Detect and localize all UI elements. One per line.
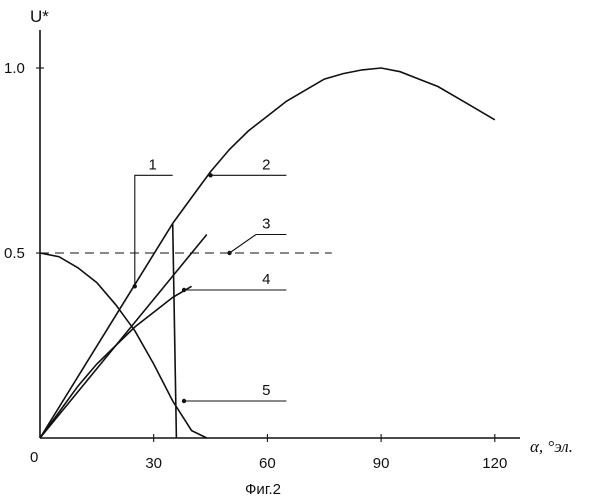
series-line-3 [39, 285, 193, 439]
callout-label: 3 [262, 216, 270, 233]
series-line-4 [39, 233, 208, 439]
callout-dot [132, 284, 137, 289]
x-tick-label: 120 [482, 455, 507, 472]
series-line-5 [39, 252, 208, 439]
x-tick-label: 30 [145, 455, 162, 472]
x-tick-label: 90 [373, 455, 390, 472]
series-line-2 [172, 67, 496, 224]
y-tick-label: 1.0 [4, 60, 25, 77]
y-tick-label: 0.5 [4, 245, 25, 262]
callout-dot [181, 287, 187, 293]
callout-leader [229, 233, 287, 254]
origin-label: 0 [30, 449, 38, 466]
callout-leader [134, 174, 173, 287]
x-tick-label: 60 [259, 455, 276, 472]
callout-label: 5 [262, 382, 270, 399]
series-line-1 [39, 222, 174, 439]
figure-caption: Фиг.2 [245, 481, 281, 498]
callout-dot [181, 398, 187, 404]
callout-dot [227, 250, 232, 256]
callout-label: 4 [262, 271, 270, 288]
series-line-boundary-5 [171, 223, 178, 439]
y-axis-label: U* [30, 7, 49, 26]
callout-label: 2 [262, 156, 270, 173]
series-layer [39, 67, 496, 439]
callout-dot [208, 173, 213, 178]
callout-layer: 1 2 3 4 5 [132, 156, 287, 404]
x-axis-label: α, °эл. [530, 437, 573, 456]
callout-label: 1 [148, 156, 156, 173]
